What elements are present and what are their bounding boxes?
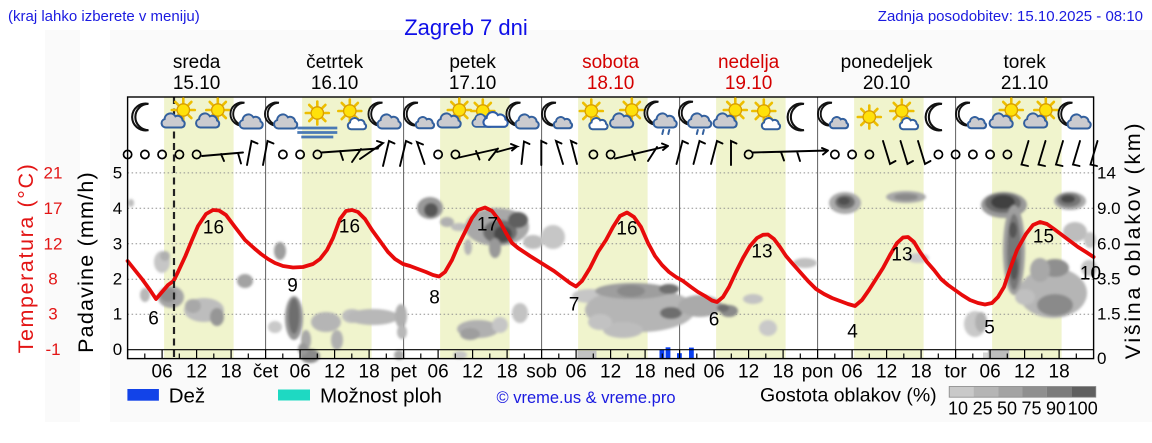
svg-text:18: 18 [635,362,656,383]
svg-text:pon: pon [802,362,834,383]
svg-text:5: 5 [984,318,995,339]
svg-text:90: 90 [1046,399,1066,419]
svg-text:12: 12 [186,362,207,383]
svg-text:21.10: 21.10 [1001,73,1049,94]
svg-text:9.0: 9.0 [1097,199,1121,218]
svg-text:19.10: 19.10 [725,73,773,94]
svg-text:Dež: Dež [169,384,205,407]
svg-text:13: 13 [891,245,912,266]
svg-text:18: 18 [497,362,518,383]
svg-text:10: 10 [1080,264,1101,285]
svg-text:06: 06 [428,362,449,383]
svg-text:0: 0 [113,340,122,359]
svg-text:Zadnja posodobitev: 15.10.2025: Zadnja posodobitev: 15.10.2025 - 08:10 [878,8,1143,25]
svg-text:12: 12 [462,362,483,383]
svg-text:25: 25 [973,399,993,419]
svg-text:4: 4 [113,199,122,218]
svg-text:2: 2 [113,270,122,289]
svg-text:nedelja: nedelja [718,52,780,73]
svg-text:17.10: 17.10 [449,73,497,94]
svg-text:Padavine (mm/h): Padavine (mm/h) [74,171,98,353]
svg-text:12: 12 [600,362,621,383]
svg-text:06: 06 [980,362,1001,383]
svg-text:18: 18 [359,362,380,383]
svg-text:18: 18 [1049,362,1070,383]
svg-text:12: 12 [44,234,63,253]
svg-text:petek: petek [449,52,496,73]
svg-text:75: 75 [1021,399,1041,419]
svg-text:Temperatura (°C): Temperatura (°C) [14,163,38,354]
svg-text:6.0: 6.0 [1097,234,1121,253]
svg-text:8: 8 [429,288,440,309]
svg-text:21: 21 [44,163,63,182]
svg-text:06: 06 [704,362,725,383]
svg-text:17: 17 [477,215,498,236]
svg-text:torek: torek [1003,52,1046,73]
svg-text:(kraj lahko izberete v meniju): (kraj lahko izberete v meniju) [8,8,200,25]
svg-text:Možnost ploh: Možnost ploh [320,384,442,407]
svg-text:četrtek: četrtek [306,52,364,73]
svg-text:12: 12 [1014,362,1035,383]
svg-text:ponedeljek: ponedeljek [841,52,933,73]
svg-text:Gostota oblakov (%): Gostota oblakov (%) [760,385,937,407]
svg-text:06: 06 [290,362,311,383]
svg-text:10: 10 [948,399,968,419]
svg-text:-1: -1 [45,340,60,359]
svg-text:06: 06 [566,362,587,383]
svg-text:© vreme.us & vreme.pro: © vreme.us & vreme.pro [496,389,675,407]
svg-text:3: 3 [48,305,57,324]
svg-text:16.10: 16.10 [311,73,359,94]
svg-text:100: 100 [1068,399,1098,419]
svg-text:čet: čet [253,362,279,383]
svg-text:0: 0 [1097,349,1106,368]
svg-text:tor: tor [945,362,968,383]
svg-text:12: 12 [324,362,345,383]
svg-text:18: 18 [911,362,932,383]
svg-text:15: 15 [1033,227,1054,248]
svg-text:20.10: 20.10 [863,73,911,94]
svg-text:06: 06 [842,362,863,383]
svg-text:5: 5 [113,163,122,182]
svg-text:4: 4 [847,322,858,343]
svg-text:18: 18 [773,362,794,383]
svg-text:6: 6 [709,310,720,331]
svg-text:3: 3 [113,234,122,253]
svg-text:3.5: 3.5 [1097,270,1121,289]
svg-text:ned: ned [664,362,696,383]
svg-text:18.10: 18.10 [587,73,635,94]
svg-text:9: 9 [287,276,298,297]
svg-text:6: 6 [148,309,159,330]
svg-text:sreda: sreda [173,52,221,73]
svg-text:16: 16 [616,219,637,240]
svg-text:06: 06 [152,362,173,383]
svg-text:7: 7 [569,295,580,316]
svg-text:1.5: 1.5 [1097,305,1121,324]
svg-text:sobota: sobota [582,52,639,73]
svg-text:12: 12 [876,362,897,383]
svg-text:13: 13 [751,242,772,263]
svg-text:15.10: 15.10 [173,73,221,94]
svg-text:16: 16 [203,218,224,239]
svg-text:17: 17 [44,199,63,218]
svg-text:pet: pet [390,362,417,383]
svg-text:8: 8 [48,270,57,289]
svg-text:12: 12 [738,362,759,383]
svg-text:18: 18 [221,362,242,383]
svg-text:Višina oblakov (km): Višina oblakov (km) [1121,121,1145,360]
svg-text:16: 16 [339,217,360,238]
svg-text:14: 14 [1097,163,1116,182]
svg-text:1: 1 [113,305,122,324]
svg-text:sob: sob [526,362,557,383]
svg-text:Zagreb 7 dni: Zagreb 7 dni [404,15,528,40]
svg-text:50: 50 [997,399,1017,419]
